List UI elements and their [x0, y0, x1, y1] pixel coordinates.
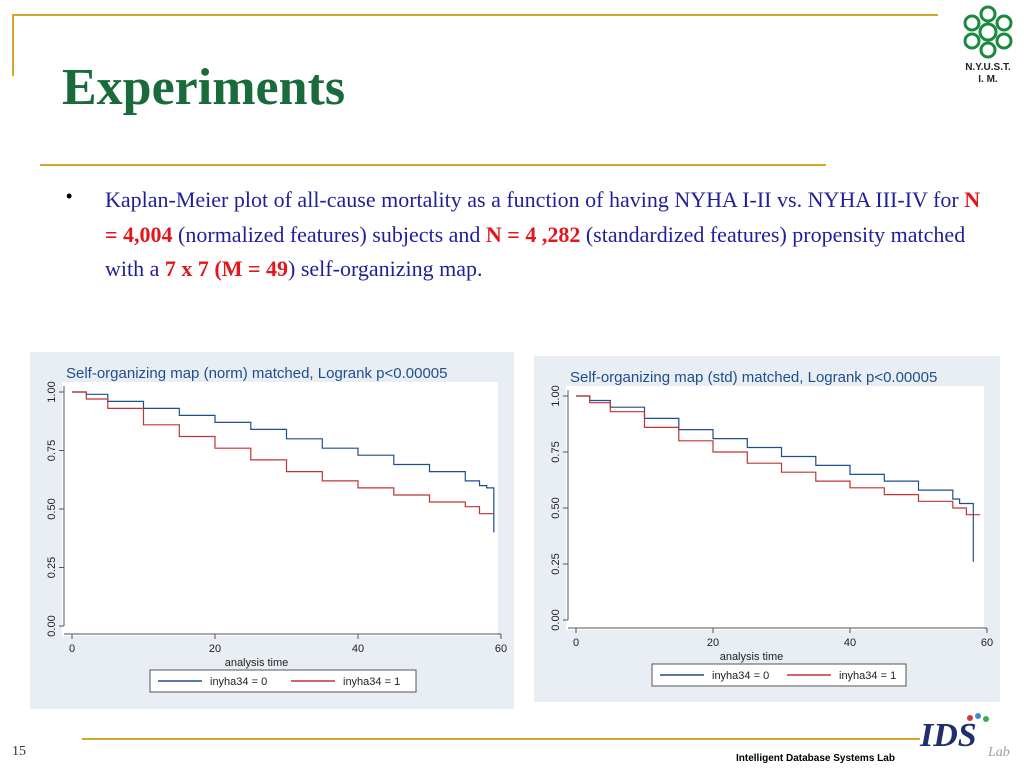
lab-logo-sub: Lab	[987, 745, 1010, 760]
x-tick-label: 20	[707, 637, 719, 649]
page-number: 15	[12, 744, 26, 759]
lab-logo-dot-icon	[975, 713, 981, 719]
series-line-nyha-iii-iv	[72, 391, 494, 515]
legend-box	[149, 669, 417, 693]
bullet-highlight-som-size: 7 x 7 (M = 49	[164, 256, 289, 281]
chart-title: Self-organizing map (norm) matched, Logr…	[66, 365, 447, 382]
footer-rule	[82, 738, 920, 740]
km-chart-std-svg: Self-organizing map (std) matched, Logra…	[550, 369, 993, 687]
bullet-highlight-n-norm: N = 4,004	[105, 187, 981, 247]
top-rule	[12, 14, 938, 16]
km-chart-norm-svg: Self-organizing map (norm) matched, Logr…	[46, 365, 507, 693]
ids-lab-logo: IDS Lab	[919, 713, 1010, 760]
series-line-nyha-iii-iv	[576, 395, 981, 516]
bullet-highlight-n-std: N = 4 ,282	[485, 221, 581, 247]
legend-label: inyha34 = 0	[712, 670, 769, 682]
plot-background	[62, 382, 498, 636]
bullet-text-3: (standardized features) propensity match…	[105, 221, 966, 282]
series-line-nyha-i-ii	[72, 391, 495, 533]
chart-title: Self-organizing map (std) matched, Logra…	[570, 369, 937, 386]
y-tick-label: 0.75	[46, 440, 58, 461]
logo-caption: N.Y.U.S.T. I. M.	[952, 62, 1024, 86]
km-chart-std: Self-organizing map (std) matched, Logra…	[534, 356, 1000, 702]
x-tick-label: 40	[844, 637, 856, 649]
x-tick-label: 0	[69, 643, 75, 655]
bullet-text: Kaplan-Meier plot of all-cause mortality…	[105, 183, 985, 287]
x-tick-label: 0	[573, 637, 579, 649]
legend-box	[651, 663, 907, 687]
series-line-nyha-i-ii	[576, 395, 974, 562]
title-underline	[40, 164, 826, 166]
y-tick-label: 0.25	[550, 553, 562, 574]
plot-background	[566, 386, 984, 630]
x-tick-label: 60	[981, 637, 993, 649]
y-tick-label: 0.25	[46, 557, 58, 578]
y-tick-label: 0.50	[46, 498, 58, 519]
x-tick-label: 40	[352, 643, 364, 655]
bullet-text-4: ) self-organizing map.	[288, 256, 483, 281]
logo-caption-line2: I. M.	[978, 74, 998, 85]
x-axis-label: analysis time	[720, 651, 784, 663]
y-tick-label: 1.00	[46, 381, 58, 402]
legend-label: inyha34 = 1	[343, 676, 400, 688]
lab-logo-dot-icon	[967, 715, 973, 721]
x-axis-label: analysis time	[225, 657, 289, 669]
km-chart-norm: Self-organizing map (norm) matched, Logr…	[30, 352, 514, 709]
university-logo: N.Y.U.S.T. I. M.	[952, 4, 1024, 92]
left-rule	[12, 14, 14, 76]
bullet-text-1: Kaplan-Meier plot of all-cause mortality…	[105, 187, 965, 212]
y-tick-label: 0.50	[550, 497, 562, 518]
y-tick-label: 1.00	[550, 385, 562, 406]
lab-logo-dot-icon	[983, 716, 989, 722]
x-tick-label: 60	[495, 643, 507, 655]
bullet-dot-icon: •	[66, 186, 73, 206]
flower-logo-icon	[963, 5, 1013, 59]
legend-label: inyha34 = 1	[839, 670, 896, 682]
y-tick-label: 0.00	[46, 615, 58, 636]
slide-title: Experiments	[62, 59, 346, 116]
bullet-text-2: (normalized features) subjects and	[172, 221, 486, 247]
y-tick-label: 0.75	[550, 441, 562, 462]
footer-lab-name: Intelligent Database Systems Lab	[736, 753, 895, 764]
lab-logo-text: IDS	[919, 717, 977, 754]
y-tick-label: 0.00	[550, 609, 562, 630]
legend-label: inyha34 = 0	[210, 676, 267, 688]
logo-caption-line1: N.Y.U.S.T.	[965, 62, 1011, 73]
x-tick-label: 20	[209, 643, 221, 655]
